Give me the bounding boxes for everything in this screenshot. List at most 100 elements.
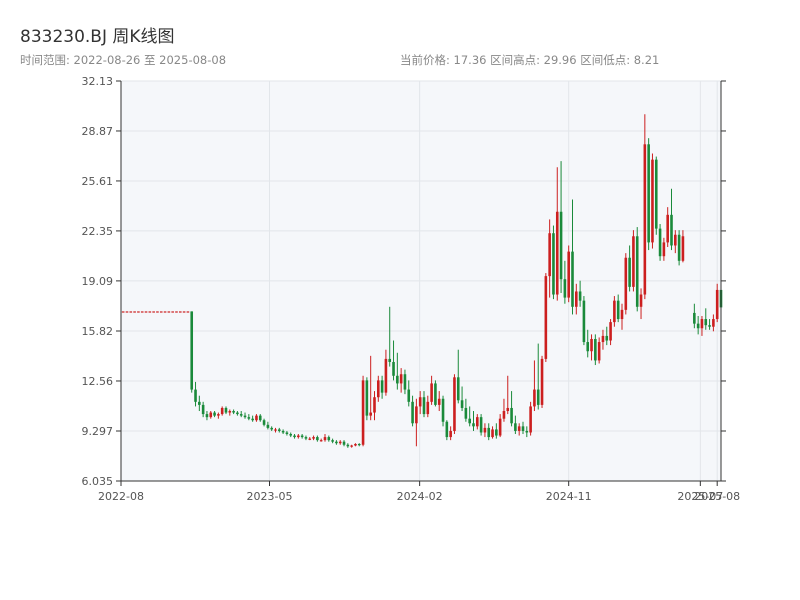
candle	[186, 311, 190, 313]
candle	[331, 438, 334, 444]
candle-body	[285, 432, 289, 435]
candle-body	[666, 214, 669, 243]
candle-body	[597, 342, 601, 361]
candle	[540, 355, 544, 408]
candle-body	[445, 421, 449, 438]
candle	[715, 283, 719, 323]
candle-body	[411, 401, 414, 424]
candle-body	[681, 236, 685, 261]
candle	[380, 375, 384, 399]
candle	[514, 415, 517, 435]
candle-body	[312, 437, 315, 439]
candle	[536, 343, 540, 410]
candle	[704, 308, 708, 330]
candle	[418, 391, 422, 415]
x-tick-label: 2023-05	[247, 490, 293, 503]
candle	[464, 398, 468, 422]
y-tick-label: 12.56	[82, 375, 114, 388]
candle-body	[129, 311, 133, 313]
candle	[658, 224, 662, 261]
candle-body	[715, 289, 719, 320]
candle-body	[194, 389, 197, 402]
candle	[525, 426, 529, 438]
candle-body	[609, 322, 612, 341]
candle	[194, 381, 197, 407]
y-tick-label: 15.82	[82, 325, 114, 338]
candle	[247, 414, 251, 421]
candle	[308, 437, 312, 441]
candle	[708, 319, 711, 330]
candle	[544, 273, 548, 362]
candle-body	[399, 374, 403, 384]
candle	[129, 311, 133, 313]
candle-body	[357, 443, 361, 446]
candle	[517, 423, 521, 436]
candle	[674, 230, 677, 254]
candle	[696, 315, 700, 335]
candle-body	[460, 400, 464, 408]
candle-body	[620, 309, 624, 320]
candle	[396, 352, 399, 390]
candle	[677, 230, 681, 266]
candle-body	[555, 211, 559, 295]
candle-body	[171, 311, 174, 313]
candle-body	[308, 438, 312, 440]
candle	[144, 311, 148, 313]
candle-body	[327, 437, 331, 441]
candle	[411, 395, 414, 427]
candle-body	[510, 407, 513, 424]
candle	[555, 167, 559, 301]
candle	[403, 369, 407, 395]
candle	[654, 156, 658, 235]
candle-body	[548, 233, 551, 277]
x-tick-label: 2025-07	[677, 490, 723, 503]
candle-body	[167, 311, 171, 313]
candle	[236, 411, 239, 416]
candle	[357, 443, 361, 447]
candle-body	[601, 335, 605, 343]
candle	[163, 311, 167, 313]
candle	[175, 311, 178, 313]
candle	[445, 420, 449, 441]
candle	[270, 426, 273, 431]
candle-body	[258, 415, 262, 421]
candle-body	[140, 311, 144, 313]
candle-body	[300, 435, 304, 438]
candle-body	[144, 311, 148, 313]
candle-body	[137, 311, 140, 313]
candle	[266, 421, 270, 430]
candle	[399, 368, 403, 393]
candle-body	[472, 423, 475, 427]
candle-body	[696, 323, 700, 329]
candle-body	[700, 319, 704, 329]
candle-body	[121, 311, 125, 313]
candle-body	[262, 420, 266, 425]
price-stats-label: 当前价格: 17.36 区间高点: 29.96 区间低点: 8.21	[400, 53, 660, 67]
candle	[476, 414, 479, 430]
candle	[632, 230, 635, 292]
candle	[365, 377, 369, 421]
candle-body	[178, 311, 182, 313]
candle	[590, 334, 593, 361]
y-tick-label: 6.035	[82, 475, 114, 488]
candle-body	[498, 418, 502, 436]
candle	[616, 294, 620, 323]
candle-body	[152, 311, 155, 313]
candle	[319, 438, 323, 442]
candle	[316, 435, 319, 442]
candle-body	[270, 427, 273, 430]
candle	[609, 319, 612, 346]
candle	[529, 401, 532, 436]
candle	[700, 315, 704, 336]
candle-body	[369, 412, 372, 416]
candle	[548, 219, 551, 298]
candle	[327, 435, 331, 442]
candle-body	[274, 429, 277, 431]
candle	[666, 207, 669, 248]
candle	[571, 199, 574, 315]
candle	[369, 355, 372, 421]
y-tick-label: 28.87	[82, 125, 114, 138]
candle	[201, 401, 205, 418]
date-range-label: 时间范围: 2022-08-26 至 2025-08-08	[20, 53, 227, 67]
